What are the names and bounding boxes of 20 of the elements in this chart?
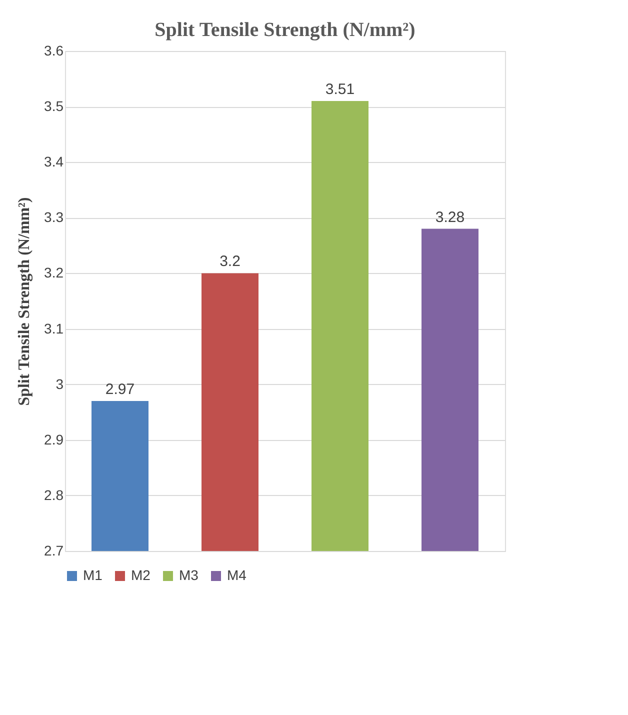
legend-label: M2 bbox=[131, 567, 151, 583]
data-label: 3.2 bbox=[220, 253, 240, 270]
y-tick-label: 2.9 bbox=[44, 431, 64, 448]
data-label: 2.97 bbox=[105, 381, 135, 398]
y-tick-label: 3.3 bbox=[44, 209, 64, 226]
legend-label: M4 bbox=[227, 567, 247, 583]
legend-label: M3 bbox=[179, 567, 199, 583]
y-tick-label: 2.7 bbox=[44, 542, 64, 558]
y-tick-label: 3.5 bbox=[44, 98, 64, 114]
y-tick-label: 3.1 bbox=[44, 320, 64, 336]
y-axis-title: Split Tensile Strength (N/mm²) bbox=[16, 197, 34, 406]
chart-title: Split Tensile Strength (N/mm²) bbox=[154, 19, 416, 41]
y-tick-label: 3 bbox=[56, 376, 64, 392]
data-label: 3.51 bbox=[325, 81, 355, 98]
y-tick-label: 3.2 bbox=[44, 264, 64, 281]
data-label: 3.28 bbox=[435, 208, 465, 226]
legend-label: M1 bbox=[83, 567, 103, 583]
y-tick-label: 3.4 bbox=[44, 154, 64, 170]
y-tick-label: 3.6 bbox=[44, 42, 64, 58]
y-tick-label: 2.8 bbox=[44, 486, 64, 503]
